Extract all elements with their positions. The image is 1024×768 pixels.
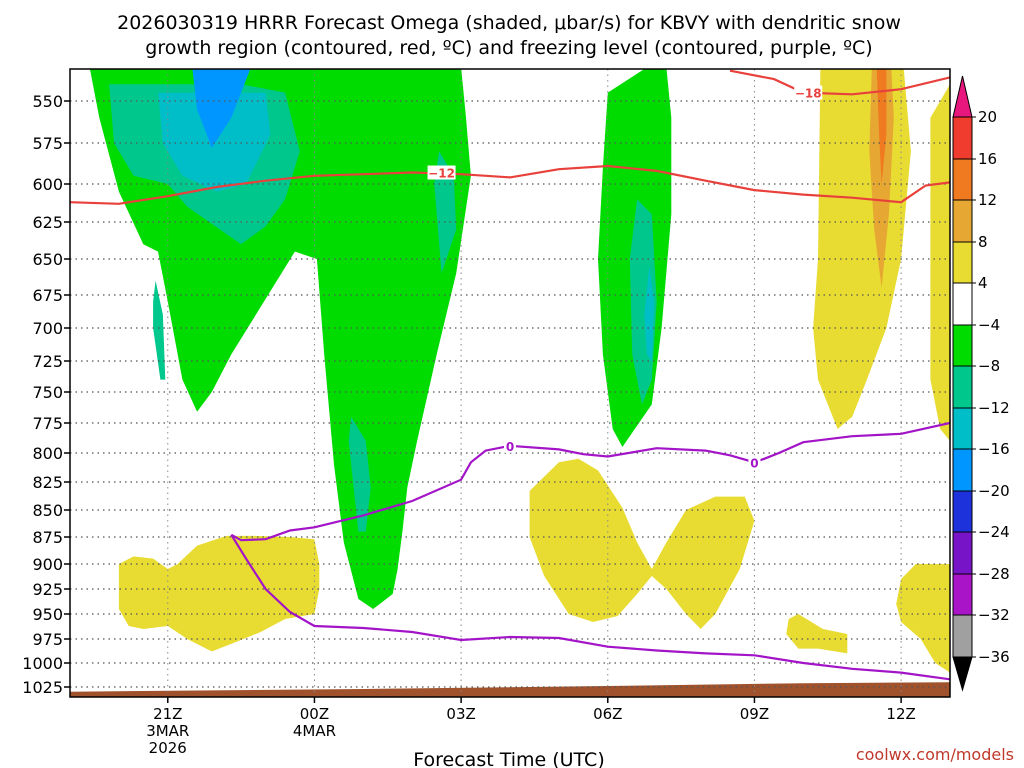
colorbar-tick-label-4: 4 <box>978 274 988 292</box>
y-tick-label-1025: 1025 <box>22 678 63 697</box>
y-tick-label-850: 850 <box>32 501 63 520</box>
omega-region-4 <box>348 416 371 532</box>
dendritic-label-m18-bg <box>794 85 823 100</box>
omega-region-2 <box>153 280 166 380</box>
omega-region-13 <box>813 69 911 429</box>
y-tick-label-575: 575 <box>32 134 63 153</box>
x-tick-label-21Z: 21Z <box>153 705 182 723</box>
freezing-label-2-bg <box>748 455 761 470</box>
omega-region-15 <box>896 564 950 673</box>
y-tick-label-975: 975 <box>32 630 63 649</box>
credit-text: coolwx.com/models <box>856 745 1014 764</box>
x-axis-title: Forecast Time (UTC) <box>413 749 604 768</box>
colorbar-tick-label-9: −20 <box>978 482 1010 500</box>
freezing-contour-lower <box>230 534 950 681</box>
colorbar-tick-label-13: −36 <box>978 648 1010 666</box>
colorbar-tick-label-5: −4 <box>978 316 1000 334</box>
freezing-label-1: 0 <box>506 440 514 454</box>
y-tick-label-875: 875 <box>32 528 63 547</box>
contour-lines: −12 −18 0 0 <box>70 69 950 681</box>
x-tick-date-00Z: 4MAR <box>293 722 336 740</box>
plot-frame <box>69 68 951 698</box>
dendritic-label-m18: −18 <box>795 87 822 101</box>
omega-region-3 <box>434 151 457 274</box>
dendritic-label-m12: −12 <box>428 167 455 181</box>
y-tick-label-775: 775 <box>32 414 63 433</box>
omega-region-16 <box>786 614 848 654</box>
freezing-label-1-bg <box>504 438 516 453</box>
colorbar-bin-6 <box>952 365 973 409</box>
colorbar-bin-1 <box>952 158 973 201</box>
colorbar-tick-label-1: 16 <box>978 150 997 168</box>
colorbar-bin-3 <box>952 241 973 284</box>
y-tick-label-725: 725 <box>32 352 63 371</box>
x-tick-label-06Z: 06Z <box>593 705 622 723</box>
y-tick-label-625: 625 <box>32 213 63 232</box>
y-tick-label-600: 600 <box>32 175 63 194</box>
colorbar-bin-2 <box>952 199 973 243</box>
y-tick-label-800: 800 <box>32 444 63 463</box>
colorbar-tick-label-12: −32 <box>978 606 1010 624</box>
colorbar-tick-label-6: −8 <box>978 357 1000 375</box>
colorbar-bin-11 <box>952 573 973 616</box>
terrain-fill <box>70 682 950 697</box>
y-tick-label-925: 925 <box>32 580 63 599</box>
omega-region-12 <box>529 458 755 629</box>
x-tick-label-03Z: 03Z <box>446 705 475 723</box>
x-tick-year-21Z: 2026 <box>149 739 187 757</box>
colorbar-bin-12 <box>952 614 973 658</box>
y-tick-label-950: 950 <box>32 605 63 624</box>
y-tick-label-1000: 1000 <box>22 654 63 673</box>
chart-title-line1: 2026030319 HRRR Forecast Omega (shaded, … <box>117 12 901 34</box>
y-axis: 550 575 600 625 650 675 700 725 750 775 800 825 850 8… <box>22 92 70 697</box>
x-tick-label-09Z: 09Z <box>740 705 769 723</box>
y-tick-label-675: 675 <box>32 286 63 305</box>
omega-region-14 <box>930 84 950 441</box>
y-tick-label-650: 650 <box>32 250 63 269</box>
colorbar-bin-4 <box>952 282 973 326</box>
colorbar-tick-label-11: −28 <box>978 565 1010 583</box>
chart-title-line2: growth region (contoured, red, ºC) and f… <box>145 37 872 59</box>
colorbar-bin-8 <box>952 448 973 492</box>
colorbar-bin-0 <box>952 116 973 160</box>
y-tick-label-550: 550 <box>32 92 63 111</box>
y-tick-label-900: 900 <box>32 555 63 574</box>
colorbar-tick-label-8: −16 <box>978 440 1010 458</box>
omega-region-11 <box>118 535 320 652</box>
dendritic-contour-0 <box>70 164 950 205</box>
y-tick-label-700: 700 <box>32 319 63 338</box>
y-tick-label-825: 825 <box>32 473 63 492</box>
freezing-contour-upper <box>230 421 950 542</box>
colorbar-bin-10 <box>952 531 973 575</box>
colorbar-bin-5 <box>952 324 973 367</box>
x-tick-date-21Z: 3MAR <box>146 722 189 740</box>
dendritic-label-m12-bg <box>427 165 456 180</box>
omega-shading <box>70 69 950 697</box>
colorbar-tick-label-2: 12 <box>978 191 997 209</box>
colorbar: 20 16 12 8 4 −4 −8 −12 −16 −20 −24 −28 −32 −36 <box>952 75 1010 692</box>
colorbar-tick-label-10: −24 <box>978 523 1010 541</box>
colorbar-bin-7 <box>952 407 973 450</box>
colorbar-tick-label-3: 8 <box>978 233 988 251</box>
omega-region-18 <box>876 69 887 184</box>
omega-region-6 <box>192 69 251 148</box>
colorbar-tick-label-0: 20 <box>978 108 997 126</box>
colorbar-tick-label-7: −12 <box>978 399 1010 417</box>
omega-region-9 <box>644 266 655 361</box>
colorbar-bin-9 <box>952 490 973 533</box>
grid-lines <box>70 69 950 697</box>
y-tick-label-750: 750 <box>32 383 63 402</box>
dendritic-contour-1 <box>729 69 950 96</box>
colorbar-top-triangle <box>952 75 973 118</box>
x-tick-label-00Z: 00Z <box>300 705 329 723</box>
x-tick-label-12Z: 12Z <box>886 705 915 723</box>
freezing-label-2: 0 <box>750 456 758 470</box>
colorbar-bottom-triangle <box>952 656 973 692</box>
